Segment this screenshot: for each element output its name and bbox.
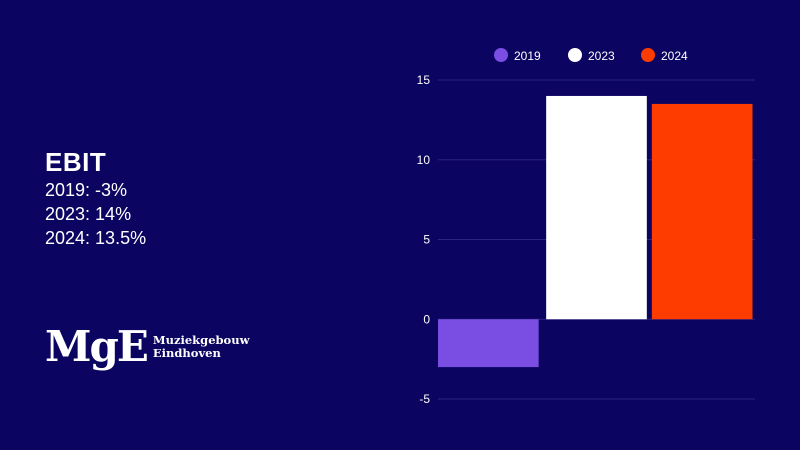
metric-line-2019: 2019: -3% [45, 180, 128, 200]
metric-line-2024: 2024: 13.5% [45, 228, 147, 248]
metric-line-2023: 2023: 14% [45, 204, 132, 224]
bar-2024 [651, 103, 753, 320]
y-tick-label: 15 [417, 73, 431, 87]
y-tick-label: -5 [419, 392, 430, 406]
legend-label-2024: 2024 [661, 49, 688, 63]
legend-swatch-2024 [641, 48, 655, 62]
legend-label-2023: 2023 [588, 49, 615, 63]
muziekgebouw-logo: MgE Muziekgebouw Eindhoven [45, 326, 249, 368]
legend-swatch-2023 [568, 48, 582, 62]
ebit-summary: EBIT 2019: -3% 2023: 14% 2024: 13.5% [45, 146, 146, 250]
logo-wordmark: Muziekgebouw Eindhoven [153, 334, 250, 360]
legend-label-2019: 2019 [514, 49, 541, 63]
logo-mark: MgE [45, 322, 149, 371]
y-tick-label: 10 [417, 153, 431, 167]
y-tick-label: 0 [423, 312, 430, 326]
logo-line-2: Eindhoven [152, 346, 221, 360]
metric-title: EBIT [45, 147, 107, 177]
bar-2019 [438, 319, 539, 368]
legend-swatch-2019 [494, 48, 508, 62]
y-tick-label: 5 [423, 233, 430, 247]
logo-line-1: Muziekgebouw [152, 333, 250, 347]
bar-2023 [546, 95, 647, 320]
